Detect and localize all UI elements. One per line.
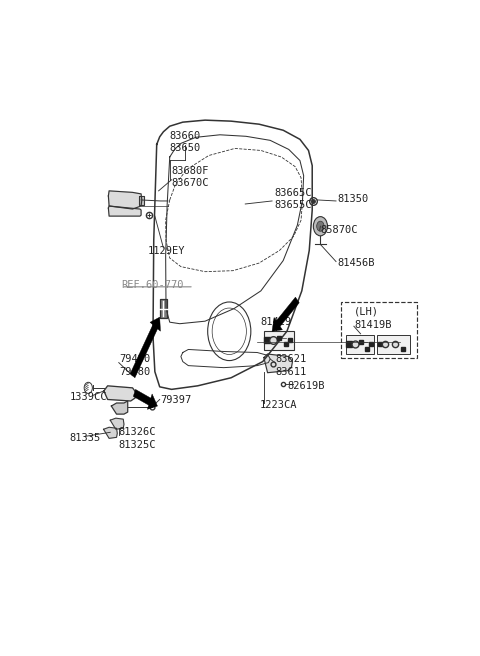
Text: 81335: 81335 <box>69 434 100 443</box>
Text: 1339CC: 1339CC <box>69 392 107 402</box>
Text: 83665C
83655C: 83665C 83655C <box>274 188 312 210</box>
Text: 81419B: 81419B <box>354 320 391 330</box>
Polygon shape <box>108 191 142 209</box>
Text: 81326C
81325C: 81326C 81325C <box>119 427 156 449</box>
Polygon shape <box>104 427 117 438</box>
Polygon shape <box>110 418 124 429</box>
Bar <box>341 302 417 358</box>
Polygon shape <box>272 297 299 331</box>
Bar <box>377 335 410 354</box>
Text: 79490
79480: 79490 79480 <box>119 354 150 377</box>
Bar <box>346 335 373 354</box>
Polygon shape <box>133 390 157 409</box>
Text: 83621
83611: 83621 83611 <box>275 354 306 377</box>
Text: (LH): (LH) <box>354 306 379 316</box>
Text: 81456B: 81456B <box>337 258 374 268</box>
Polygon shape <box>111 401 128 414</box>
Text: 81429: 81429 <box>260 318 291 327</box>
Polygon shape <box>139 196 144 205</box>
Text: 83680F
83670C: 83680F 83670C <box>172 166 209 188</box>
Circle shape <box>313 216 327 236</box>
Text: 85870C: 85870C <box>321 225 358 236</box>
Polygon shape <box>264 354 292 373</box>
Polygon shape <box>160 299 167 318</box>
Text: 1223CA: 1223CA <box>260 400 298 409</box>
Polygon shape <box>130 317 160 378</box>
Polygon shape <box>104 386 136 401</box>
Text: REF.60-770: REF.60-770 <box>121 280 184 290</box>
Bar <box>264 331 294 350</box>
Text: 79397: 79397 <box>160 396 192 405</box>
Text: 81350: 81350 <box>337 194 368 204</box>
Polygon shape <box>108 206 141 216</box>
Circle shape <box>317 221 324 232</box>
Text: 82619B: 82619B <box>287 381 324 391</box>
Text: 1129EY: 1129EY <box>147 247 185 256</box>
Text: 83660
83650: 83660 83650 <box>169 131 200 153</box>
